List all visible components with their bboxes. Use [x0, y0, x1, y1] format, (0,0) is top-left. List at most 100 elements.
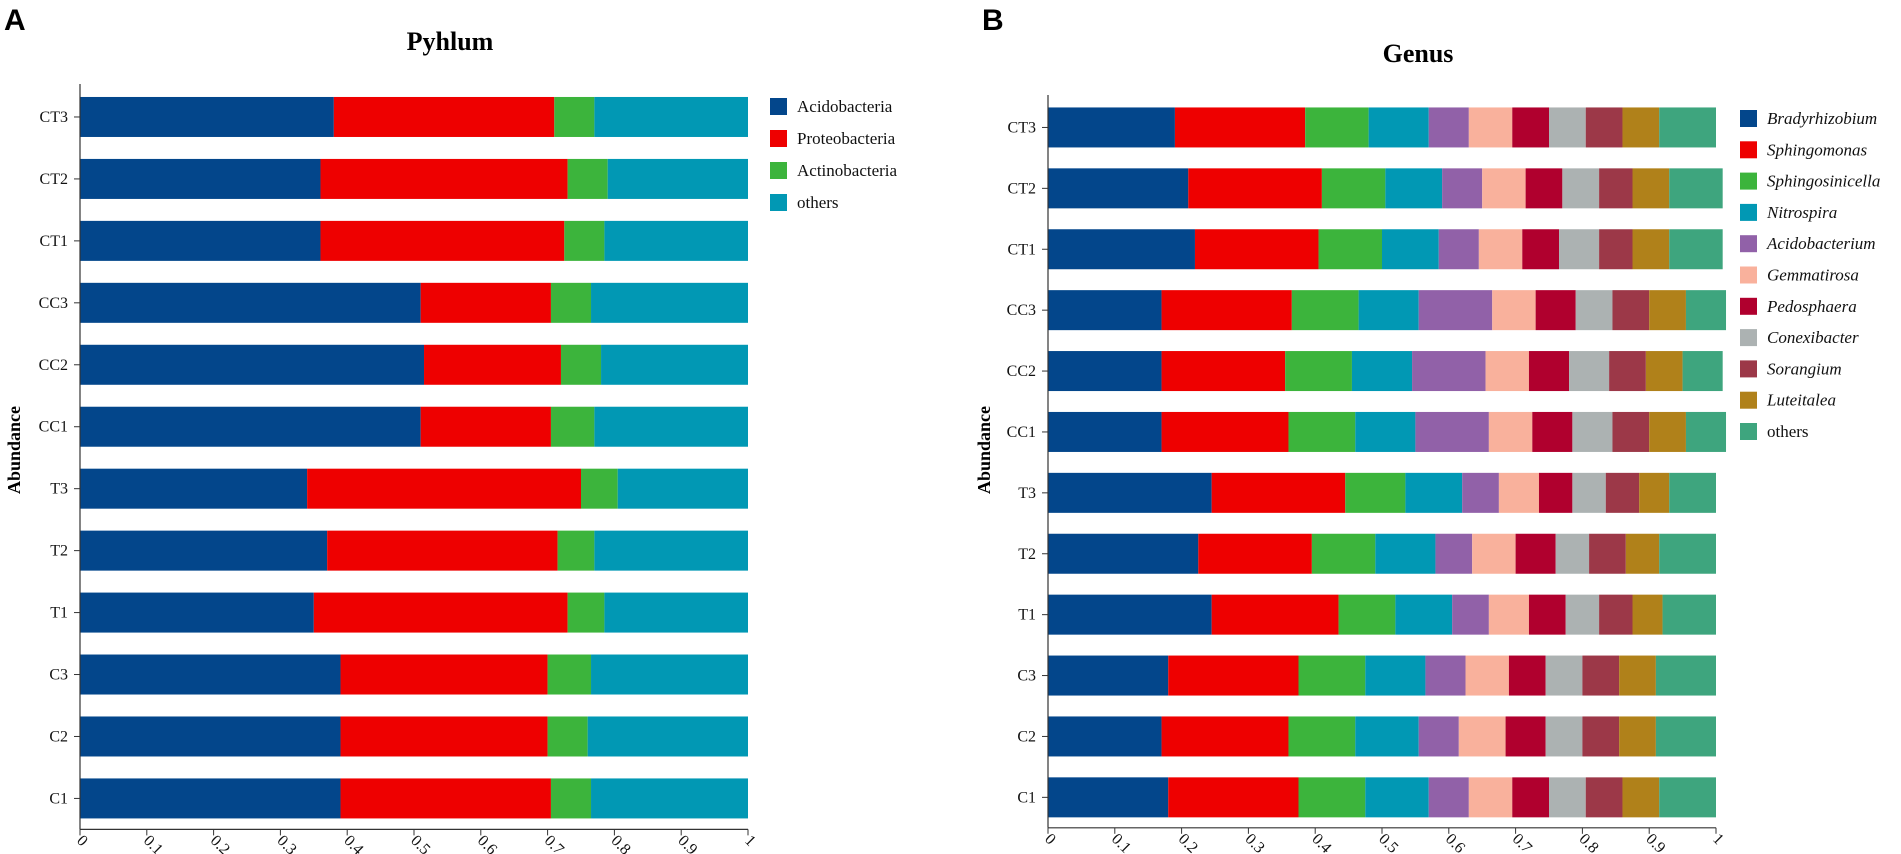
chart-a-legend-label: Actinobacteria [797, 161, 898, 180]
chart-b-category-label: CC2 [1007, 363, 1036, 380]
chart-b-bar-C3-Bradyrhizobium [1048, 655, 1169, 696]
chart-b-bar-CT1-Sphingosinicella [1318, 229, 1382, 270]
chart-b-legend-label: Conexibacter [1767, 328, 1859, 347]
chart-b-bar-C2-Sphingomonas [1161, 716, 1289, 757]
chart-b-bar-C1-Sphingosinicella [1298, 777, 1366, 818]
chart-b-bar-T1-Bradyrhizobium [1048, 594, 1212, 635]
chart-b-bar-CT3-Luteitalea [1622, 107, 1660, 148]
chart-b-bar-CT3-Sphingomonas [1174, 107, 1306, 148]
chart-b-legend-label: Sorangium [1767, 359, 1842, 378]
chart-b-bar-C2-Acidobacterium [1418, 716, 1459, 757]
chart-b-bar-CC1-Pedosphaera [1532, 411, 1573, 452]
chart-a-bar-CC3-others [591, 282, 748, 323]
chart-a-bar-C2-Acidobacteria [80, 716, 341, 757]
chart-b-bar-C2-Conexibacter [1545, 716, 1583, 757]
chart-a-bar-T1-Acidobacteria [80, 592, 314, 633]
chart-b-legend-swatch [1740, 329, 1757, 347]
chart-b-legend-swatch [1740, 110, 1757, 127]
chart-b-bar-C1-Pedosphaera [1512, 777, 1549, 818]
chart-a-bar-CC1-Acidobacteria [80, 406, 421, 447]
chart-a-bar-T1-others [604, 592, 748, 633]
chart-a-bar-T3-Acidobacteria [80, 468, 308, 509]
chart-b-bar-C2-others [1655, 716, 1716, 757]
panel-letter-b: B [982, 4, 1004, 37]
chart-b-bar-CC1-Sphingosinicella [1288, 411, 1356, 452]
chart-b-xtick-label: 1 [1709, 831, 1727, 849]
chart-b-bar-CC3-Gemmatirosa [1492, 290, 1536, 331]
chart-a-bar-T2-others [594, 530, 748, 571]
chart-b-bar-CC2-Nitrospira [1351, 351, 1413, 392]
chart-a-bar-CC2-Proteobacteria [424, 344, 561, 385]
chart-b-category-label: CT3 [1008, 119, 1036, 136]
chart-a-bar-T1-Proteobacteria [313, 592, 568, 633]
chart-a-bar-C3-Proteobacteria [340, 654, 548, 695]
chart-a-category-label: C1 [49, 790, 68, 807]
chart-b-bar-CC1-Sphingomonas [1161, 411, 1289, 452]
chart-b-title: Genus [1383, 39, 1454, 68]
chart-b-bar-CT3-Acidobacterium [1428, 107, 1469, 148]
chart-a-category-label: CT3 [40, 109, 68, 126]
chart-b-bar-C1-Nitrospira [1365, 777, 1429, 818]
chart-a-bar-CC2-others [601, 344, 748, 385]
chart-b-bar-CT1-others [1669, 229, 1723, 270]
chart-b-bar-CT2-Sorangium [1599, 168, 1633, 209]
chart-b-legend-swatch [1740, 297, 1757, 315]
chart-b-bar-CT1-Sphingomonas [1194, 229, 1319, 270]
chart-a-legend-label: others [797, 193, 839, 212]
chart-b-bar-CT3-Bradyrhizobium [1048, 107, 1175, 148]
chart-a-category-label: T1 [50, 605, 68, 622]
chart-b-bar-CC2-Acidobacterium [1412, 351, 1486, 392]
chart-b-bar-CT3-Sphingosinicella [1305, 107, 1369, 148]
chart-a-xtick-label: 0.1 [140, 832, 166, 854]
chart-b-bar-CT1-Bradyrhizobium [1048, 229, 1195, 270]
chart-a-bar-C2-Proteobacteria [340, 716, 548, 757]
chart-b-bar-CC3-Luteitalea [1649, 290, 1686, 331]
chart-b-bar-C3-Nitrospira [1365, 655, 1426, 696]
chart-b-bar-T2-Nitrospira [1375, 533, 1436, 574]
chart-b-bar-CT2-Acidobacterium [1442, 168, 1483, 209]
chart-b-bar-T1-Nitrospira [1395, 594, 1453, 635]
chart-a-bar-T1-Actinobacteria [567, 592, 605, 633]
chart-b-bar-T2-Luteitalea [1625, 533, 1660, 574]
chart-b-bar-CC2-Bradyrhizobium [1048, 351, 1162, 392]
chart-b-bar-CC2-Sphingosinicella [1285, 351, 1352, 392]
chart-b-bar-T1-Luteitalea [1632, 594, 1663, 635]
chart-a-category-label: CT2 [40, 171, 68, 188]
chart-a-bar-CT3-others [594, 96, 748, 137]
chart-b-bar-T3-Gemmatirosa [1498, 472, 1539, 513]
chart-b-bar-C2-Bradyrhizobium [1048, 716, 1162, 757]
chart-b-bar-C2-Gemmatirosa [1458, 716, 1506, 757]
chart-b-bar-CT2-Pedosphaera [1525, 168, 1563, 209]
chart-a-xtick-label: 0.8 [608, 832, 634, 854]
chart-a-xtick-label: 0.2 [207, 832, 233, 854]
chart-b-bar-CT1-Conexibacter [1559, 229, 1600, 270]
chart-a-xtick-label: 0.7 [541, 832, 567, 854]
chart-b-bar-T2-Pedosphaera [1515, 533, 1556, 574]
chart-b-bar-T1-Sphingosinicella [1338, 594, 1396, 635]
chart-a-bar-CC1-others [594, 406, 748, 447]
chart-b-category-label: CT2 [1008, 180, 1036, 197]
chart-b-xtick-label: 0.4 [1308, 831, 1334, 854]
chart-a-bar-C2-Actinobacteria [547, 716, 588, 757]
chart-a-bar-T2-Actinobacteria [557, 530, 595, 571]
chart-a-xtick-label: 0.3 [274, 832, 300, 854]
chart-b-bar-T3-Nitrospira [1405, 472, 1463, 513]
chart-b-bar-T2-Sphingomonas [1198, 533, 1312, 574]
chart-a-legend-swatch [770, 130, 787, 147]
chart-a-bar-T2-Proteobacteria [327, 530, 558, 571]
chart-a-legend-swatch [770, 98, 787, 115]
chart-a-title: Pyhlum [407, 27, 494, 56]
chart-b-bar-CT3-Nitrospira [1368, 107, 1429, 148]
chart-a-bar-T3-Actinobacteria [581, 468, 618, 509]
chart-b-bar-T2-others [1659, 533, 1716, 574]
chart-a-bar-C3-Acidobacteria [80, 654, 341, 695]
chart-a-plot: CT3 CT2 CT1 CC3 CC2 CC1 T3 T2 T1 C3 C2 C1 0 0.1 0.2 0.3… [39, 84, 759, 854]
chart-b-bar-CC3-others [1685, 290, 1727, 331]
chart-b-bar-T1-Conexibacter [1565, 594, 1600, 635]
chart-b-bar-T1-Sorangium [1599, 594, 1633, 635]
chart-b-legend-label: Bradyrhizobium [1767, 109, 1877, 128]
chart-b-bar-CC1-Luteitalea [1649, 411, 1686, 452]
chart-b-legend-label: Pedosphaera [1766, 297, 1857, 316]
chart-a-bar-CC3-Acidobacteria [80, 282, 421, 323]
